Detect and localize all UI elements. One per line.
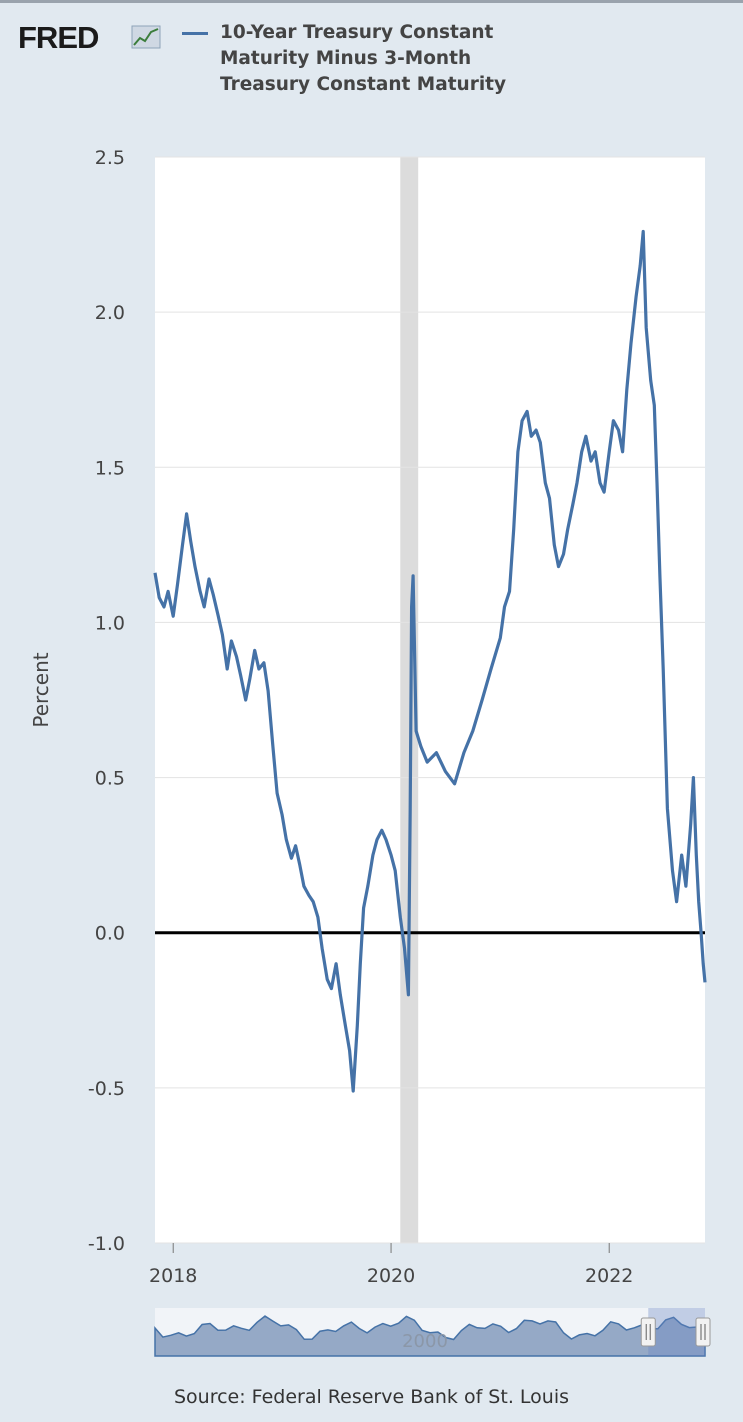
y-tick-label: 1.0	[95, 612, 125, 634]
y-axis-label: Percent	[29, 652, 53, 727]
y-tick-label: 0.0	[95, 923, 125, 945]
chart-line-icon	[131, 25, 161, 49]
x-axis-tick-labels: 2018 2020 2022	[149, 1243, 633, 1287]
source-credit[interactable]: Source: Federal Reserve Bank of St. Loui…	[173, 1386, 569, 1408]
y-tick-label: -1.0	[88, 1233, 125, 1255]
x-tick-label: 2020	[367, 1265, 415, 1287]
plot-area	[155, 157, 705, 1243]
y-tick-label: 0.5	[95, 768, 125, 790]
series-line[interactable]	[153, 229, 707, 1093]
y-tick-label: 2.5	[95, 147, 125, 169]
navigator-right-handle[interactable]	[695, 1317, 711, 1347]
recession-band-0	[400, 157, 419, 1243]
top-border	[0, 0, 743, 3]
chart-svg: 2.52.01.51.00.50.0-0.5-1.0 2018 2020 2022 …	[29, 147, 711, 1357]
y-axis-tick-labels: 2.5 2.0 1.5 1.0 0.5 0.0 -0.5 -1.0	[88, 147, 125, 1255]
fred-logo[interactable]: FRED	[18, 18, 168, 58]
y-tick-label: 1.5	[95, 457, 125, 479]
navigator-area	[154, 1315, 706, 1357]
y-tick-label: -0.5	[88, 1078, 125, 1100]
recession-shading-layer	[400, 157, 419, 1243]
x-tick-label: 2022	[585, 1265, 633, 1287]
y-tick-label: 2.0	[95, 302, 125, 324]
legend-series-swatch	[182, 32, 208, 35]
range-navigator[interactable]: 2000	[154, 1308, 711, 1357]
x-tick-label: 2018	[149, 1265, 197, 1287]
navigator-year-label: 2000	[402, 1331, 448, 1352]
fred-logo-text: FRED	[18, 20, 99, 55]
navigator-left-handle[interactable]	[640, 1317, 656, 1347]
legend-series-label: 10-Year Treasury Constant Maturity Minus…	[220, 22, 507, 95]
